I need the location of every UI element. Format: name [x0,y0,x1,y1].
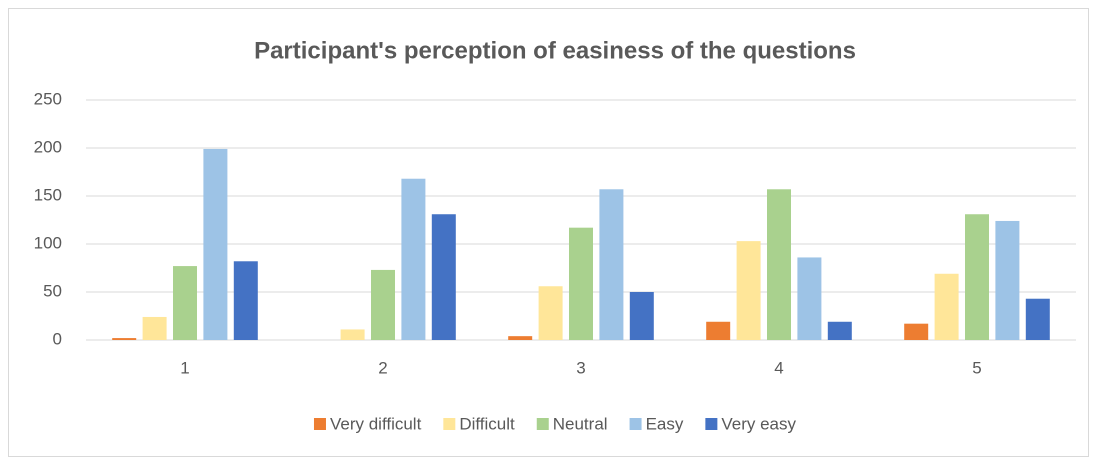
chart-title: Participant's perception of easiness of … [254,37,856,64]
bar [371,269,395,340]
y-tick-label: 200 [34,137,62,156]
bar [934,273,959,340]
y-tick-label: 250 [34,89,62,108]
legend-label: Neutral [553,414,608,433]
bar [538,286,563,340]
bar [203,148,228,340]
bar [797,257,822,340]
bar [112,338,137,340]
x-tick-label: 2 [378,358,387,377]
y-tick-label: 0 [53,329,62,348]
x-tick-label: 5 [972,358,981,377]
bar [569,227,593,340]
bar [431,214,456,340]
bar [599,189,624,340]
legend-label: Difficult [459,414,515,433]
bar [401,178,426,340]
bar [340,329,365,340]
y-tick-label: 150 [34,185,62,204]
bar [629,292,654,340]
bar [995,220,1020,340]
legend-swatch [313,418,326,430]
bar [508,336,533,340]
bar [173,266,197,340]
legend-swatch [536,418,549,430]
legend-swatch [629,418,642,430]
bar [706,321,731,340]
legend-label: Very easy [721,414,796,433]
legend-label: Easy [646,414,684,433]
bar [767,189,791,340]
bar [233,261,258,340]
bar [904,323,929,340]
bar [965,214,989,340]
y-tick-label: 100 [34,233,62,252]
chart-border [8,8,1089,457]
bar [1025,298,1050,340]
legend-swatch [705,418,718,430]
legend-swatch [443,418,456,430]
y-tick-label: 50 [43,281,62,300]
x-tick-label: 1 [180,358,189,377]
bar [736,241,761,340]
bar [142,316,167,340]
legend-label: Very difficult [330,414,422,433]
bar [827,321,852,340]
x-tick-label: 4 [774,358,783,377]
x-tick-label: 3 [576,358,585,377]
